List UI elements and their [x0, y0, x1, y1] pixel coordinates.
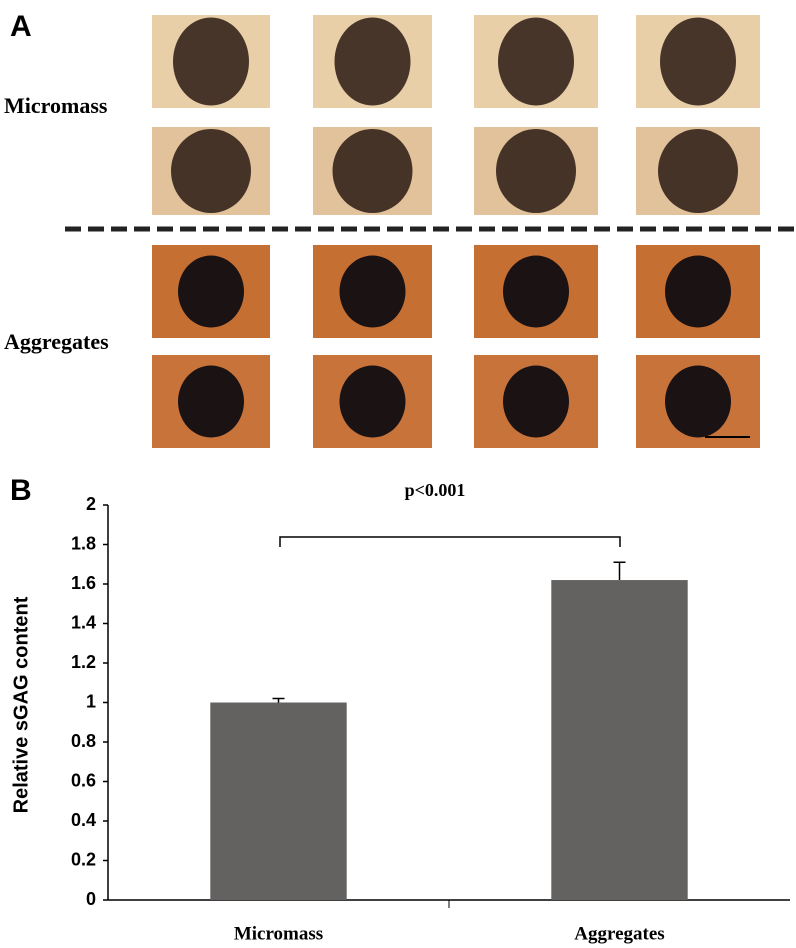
- y-tick-label: 0.8: [71, 731, 96, 751]
- pellet: [498, 17, 574, 106]
- y-tick-label: 0: [86, 889, 96, 909]
- pellet: [173, 17, 249, 106]
- y-tick-label: 2: [86, 494, 96, 514]
- y-tick-label: 0.2: [71, 849, 96, 869]
- y-tick-label: 1.8: [71, 533, 96, 553]
- y-tick-label: 0.6: [71, 770, 96, 790]
- y-tick-label: 1.2: [71, 652, 96, 672]
- significance-bracket: [279, 536, 621, 547]
- row-label: Aggregates: [4, 329, 109, 354]
- pellet: [496, 129, 576, 213]
- bar: [210, 702, 347, 900]
- y-tick-label: 1: [86, 691, 96, 711]
- pellet: [339, 365, 406, 438]
- pellet: [658, 129, 738, 213]
- annotation: p<0.001: [405, 480, 466, 500]
- pellet: [178, 365, 244, 438]
- row-label: Micromass: [4, 93, 108, 118]
- x-tick-label: Micromass: [234, 923, 323, 944]
- pellet: [660, 17, 736, 106]
- micrographs: [152, 15, 760, 448]
- pellet: [665, 365, 731, 438]
- error-bar: [613, 561, 626, 581]
- y-tick-label: 1.4: [71, 612, 96, 632]
- pellet: [334, 17, 411, 106]
- y-tick-label: 0.4: [71, 810, 96, 830]
- y-tick-label: 1.6: [71, 573, 96, 593]
- error-bar: [272, 697, 285, 703]
- pellet: [503, 255, 569, 328]
- pellet: [665, 255, 731, 328]
- pellet: [339, 255, 406, 328]
- y-axis-label: Relative sGAG content: [10, 596, 32, 813]
- bar: [551, 580, 688, 900]
- pellet: [171, 129, 251, 213]
- x-tick-label: Aggregates: [574, 923, 664, 944]
- pellet: [178, 255, 244, 328]
- pellet: [503, 365, 569, 438]
- pellet: [332, 129, 413, 213]
- panel-label: A: [10, 10, 32, 43]
- panel-label: B: [10, 474, 32, 507]
